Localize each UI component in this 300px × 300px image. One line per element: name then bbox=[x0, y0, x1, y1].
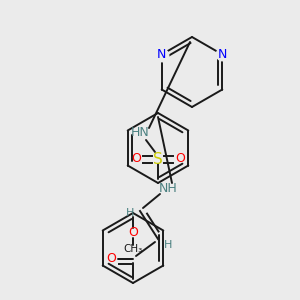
Text: S: S bbox=[153, 152, 163, 166]
Text: N: N bbox=[218, 48, 227, 61]
Text: O: O bbox=[106, 253, 116, 266]
Text: O: O bbox=[128, 226, 138, 239]
Text: NH: NH bbox=[159, 182, 177, 196]
Text: O: O bbox=[175, 152, 185, 166]
Text: CH₃: CH₃ bbox=[123, 244, 142, 254]
Text: H: H bbox=[164, 240, 172, 250]
Text: O: O bbox=[131, 152, 141, 166]
Text: H: H bbox=[126, 208, 134, 218]
Text: HN: HN bbox=[130, 127, 149, 140]
Text: N: N bbox=[157, 48, 166, 61]
